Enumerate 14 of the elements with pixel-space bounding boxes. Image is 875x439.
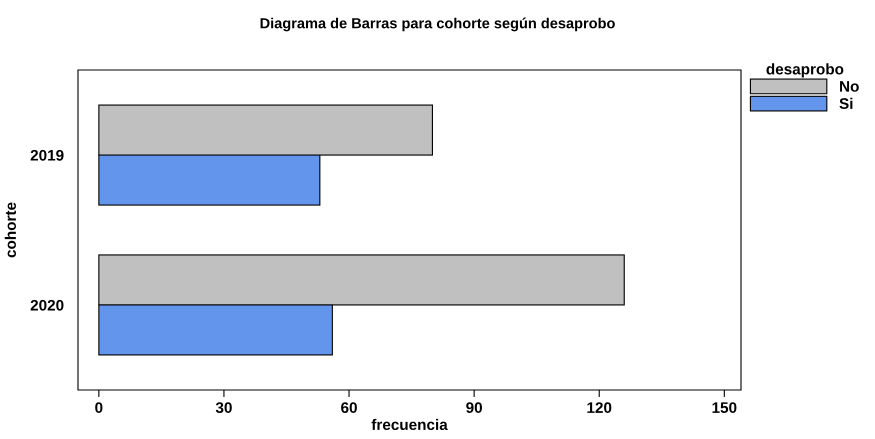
chart-title: Diagrama de Barras para cohorte según desaprobo xyxy=(260,18,615,32)
legend-label: No xyxy=(840,81,859,92)
x-tick-label: 0 xyxy=(95,402,102,414)
x-tick-label: 60 xyxy=(341,402,357,414)
y-axis-title: cohorte xyxy=(4,202,16,258)
y-tick-label: 2020 xyxy=(30,300,64,311)
legend-title: desaprobo xyxy=(766,63,844,78)
x-tick-label: 120 xyxy=(587,402,612,414)
legend-label: Si xyxy=(839,98,852,109)
x-tick-label: 90 xyxy=(466,402,482,414)
x-axis-title: frecuencia xyxy=(372,418,448,430)
y-tick-label: 2019 xyxy=(30,150,64,161)
x-tick-label: 30 xyxy=(216,402,232,414)
x-tick-label: 150 xyxy=(712,402,736,414)
